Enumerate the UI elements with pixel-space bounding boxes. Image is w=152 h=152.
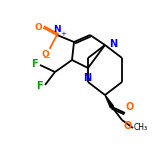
Text: O: O — [41, 50, 49, 59]
Text: O: O — [126, 102, 134, 112]
Text: O: O — [124, 121, 132, 131]
Text: N: N — [83, 73, 91, 83]
Text: F: F — [36, 81, 43, 91]
Text: N: N — [53, 25, 61, 34]
Text: F: F — [31, 59, 38, 69]
Text: O: O — [34, 22, 42, 31]
Text: +: + — [60, 31, 66, 37]
Text: N: N — [109, 39, 117, 49]
Text: CH₃: CH₃ — [134, 123, 148, 133]
Text: −: − — [43, 53, 51, 63]
Polygon shape — [105, 95, 114, 108]
